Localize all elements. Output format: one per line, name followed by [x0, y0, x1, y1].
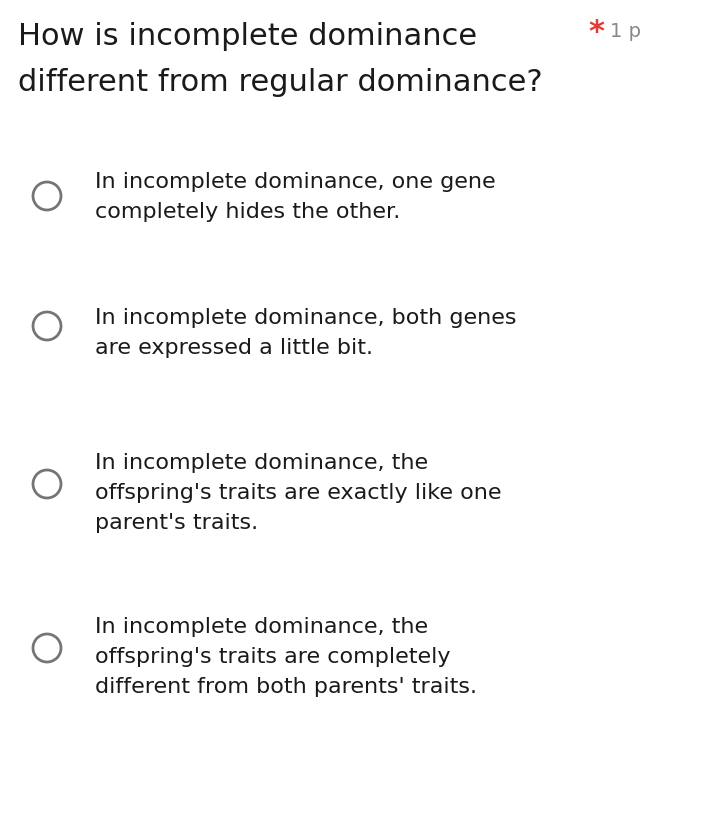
Text: *: *: [588, 18, 604, 47]
Circle shape: [33, 470, 61, 498]
Text: In incomplete dominance, one gene: In incomplete dominance, one gene: [95, 172, 495, 192]
Text: How is incomplete dominance: How is incomplete dominance: [18, 22, 477, 51]
Circle shape: [33, 634, 61, 662]
Text: 1 p: 1 p: [610, 22, 641, 41]
Text: are expressed a little bit.: are expressed a little bit.: [95, 338, 373, 358]
Text: offspring's traits are exactly like one: offspring's traits are exactly like one: [95, 483, 501, 503]
Text: In incomplete dominance, the: In incomplete dominance, the: [95, 617, 428, 637]
Text: different from both parents' traits.: different from both parents' traits.: [95, 677, 477, 697]
Circle shape: [33, 182, 61, 210]
Text: different from regular dominance?: different from regular dominance?: [18, 68, 543, 97]
Circle shape: [33, 312, 61, 340]
Text: In incomplete dominance, both genes: In incomplete dominance, both genes: [95, 308, 516, 328]
Text: completely hides the other.: completely hides the other.: [95, 202, 400, 222]
Text: parent's traits.: parent's traits.: [95, 513, 258, 533]
Text: In incomplete dominance, the: In incomplete dominance, the: [95, 453, 428, 473]
Text: offspring's traits are completely: offspring's traits are completely: [95, 647, 451, 667]
